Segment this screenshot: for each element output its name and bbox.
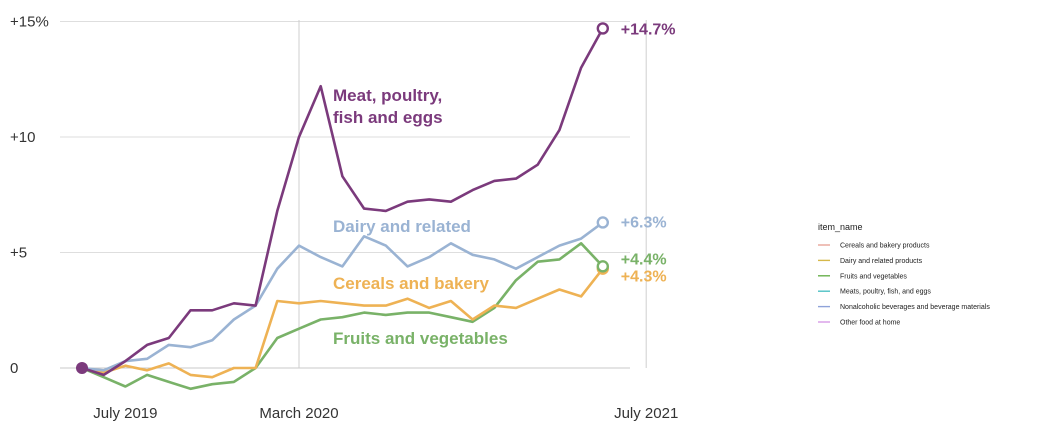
x-tick-label: July 2021 (614, 405, 678, 422)
series-line-0 (80, 27, 605, 377)
legend-item-label: Fruits and vegetables (840, 273, 907, 280)
x-tick-label: March 2020 (259, 405, 338, 422)
series-lines (80, 27, 605, 391)
y-tick-label: +5 (10, 245, 27, 262)
start-marker (76, 362, 88, 374)
series-annotation: Cereals and bakery (333, 274, 489, 293)
y-axis: +15% +10 +5 0 (10, 14, 49, 378)
legend-title: item_name (818, 222, 863, 232)
x-axis: July 2019 March 2020 July 2021 (93, 405, 678, 422)
series-line-2 (80, 267, 605, 379)
legend-item-label: Other food at home (840, 320, 900, 327)
series-annotations: Meat, poultry, fish and eggs Dairy and rel… (333, 86, 508, 348)
legend-item-label: Cereals and bakery products (840, 243, 930, 250)
reference-lines (298, 20, 647, 368)
y-tick-label: +10 (10, 129, 35, 146)
end-value-labels: +14.7% +6.3% +4.3%+4.4% (621, 21, 676, 285)
y-tick-label: +15% (10, 14, 49, 31)
series-annotation: Meat, poultry, (333, 86, 442, 105)
end-value-label: +6.3% (621, 214, 667, 231)
end-marker-1 (596, 216, 609, 229)
x-tick-label: July 2019 (93, 405, 157, 422)
end-marker-0 (596, 22, 609, 35)
series-annotation: fish and eggs (333, 108, 443, 127)
series-annotation: Dairy and related (333, 217, 471, 236)
y-tick-label: 0 (10, 360, 18, 377)
legend-item-label: Dairy and related products (840, 258, 923, 265)
end-marker-3 (596, 260, 609, 273)
markers (76, 22, 609, 374)
end-value-label: +4.4% (621, 251, 667, 268)
series-line-3 (80, 242, 605, 391)
series-annotation: Fruits and vegetables (333, 329, 508, 348)
legend: item_name Cereals and bakery products Dair… (818, 222, 990, 327)
legend-item-label: Meats, poultry, fish, and eggs (840, 289, 931, 296)
legend-item-label: Nonalcoholic beverages and beverage mate… (840, 304, 990, 311)
end-value-label: +4.3% (621, 269, 667, 286)
end-value-label: +14.7% (621, 21, 676, 38)
series-line-1 (80, 221, 605, 372)
